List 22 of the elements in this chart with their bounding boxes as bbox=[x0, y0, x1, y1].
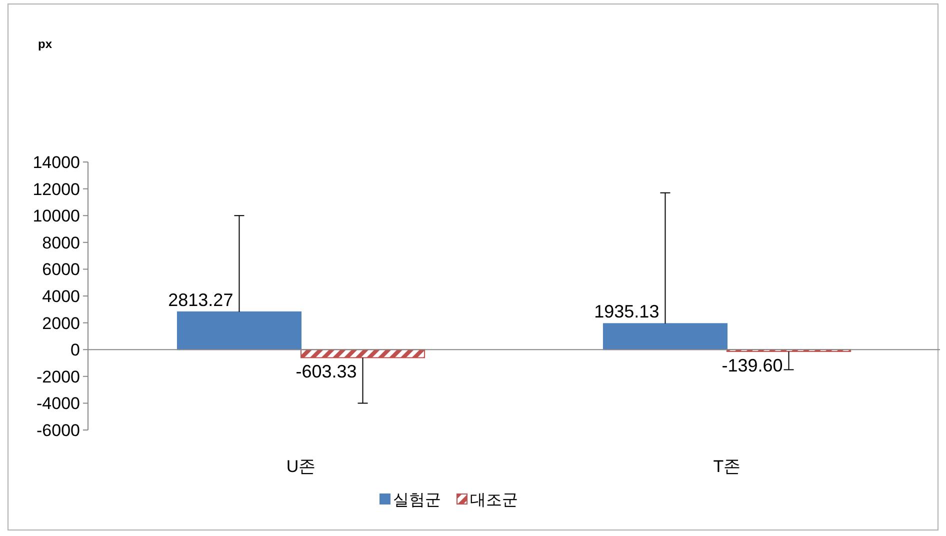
legend-label: 대조군 bbox=[470, 492, 518, 509]
bar bbox=[602, 323, 728, 350]
y-tick-label: 0 bbox=[70, 340, 80, 360]
bar bbox=[176, 311, 302, 350]
data-label: -603.33 bbox=[296, 362, 357, 382]
y-tick-label: -4000 bbox=[36, 394, 80, 414]
y-tick-label: 12000 bbox=[32, 180, 80, 199]
y-tick-label: -2000 bbox=[36, 367, 80, 386]
x-tick-label: U존 bbox=[286, 457, 316, 476]
y-tick-label: -6000 bbox=[36, 421, 80, 440]
x-tick-label: T존 bbox=[713, 457, 741, 476]
y-tick-label: 4000 bbox=[42, 287, 80, 306]
y-tick-label: 14000 bbox=[32, 153, 80, 172]
y-tick-label: 10000 bbox=[32, 206, 80, 226]
text: px bbox=[38, 37, 52, 51]
data-label: -139.60 bbox=[722, 355, 783, 376]
y-tick-label: 6000 bbox=[42, 260, 80, 280]
y-tick-label: 8000 bbox=[42, 233, 80, 252]
data-label: 2813.27 bbox=[168, 290, 234, 310]
data-label: 1935.13 bbox=[594, 302, 660, 322]
y-tick-label: 2000 bbox=[42, 314, 80, 333]
legend-label: 실험군 bbox=[393, 492, 441, 509]
